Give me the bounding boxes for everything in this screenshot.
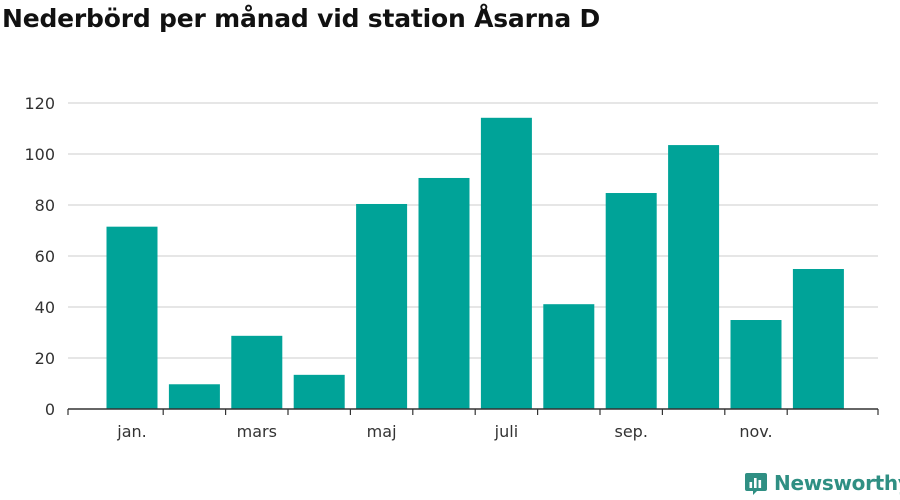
bar-feb[interactable] [168,384,220,409]
y-tick-label: 20 [35,349,55,368]
x-tick-label: juli [494,422,518,441]
bar-chart-logo-icon [745,473,767,495]
x-axis-labels: jan. mars maj juli sep. nov. [116,422,772,441]
y-tick-label: 40 [35,298,55,317]
bar-jan[interactable] [106,226,158,409]
bar-aug[interactable] [543,304,595,409]
newsworthy-logo[interactable]: Newsworthy [744,468,900,498]
bar-apr[interactable] [293,374,345,409]
x-tick-label: mars [237,422,277,441]
bar-sep[interactable] [605,193,657,409]
y-tick-label: 60 [35,247,55,266]
y-tick-label: 100 [24,145,55,164]
bar-okt[interactable] [668,145,720,409]
y-tick-label: 0 [45,400,55,419]
bars [106,117,844,409]
x-axis-ticks [67,409,879,415]
x-tick-label: nov. [739,422,772,441]
grid-lines [68,102,878,359]
x-tick-label: jan. [116,422,146,441]
bar-mars[interactable] [231,335,283,409]
bar-dec[interactable] [792,269,844,409]
y-tick-label: 80 [35,196,55,215]
y-tick-label: 120 [24,94,55,113]
bar-juni[interactable] [418,177,470,409]
brand-name: Newsworthy [774,471,900,495]
x-tick-label: maj [367,422,397,441]
bar-maj[interactable] [356,203,408,409]
x-tick-label: sep. [614,422,647,441]
chart-title: Nederbörd per månad vid station Åsarna D [2,4,601,33]
bar-nov[interactable] [730,320,782,409]
y-axis-labels: 0 20 40 60 80 100 120 [24,94,55,419]
bar-juli[interactable] [480,117,532,409]
